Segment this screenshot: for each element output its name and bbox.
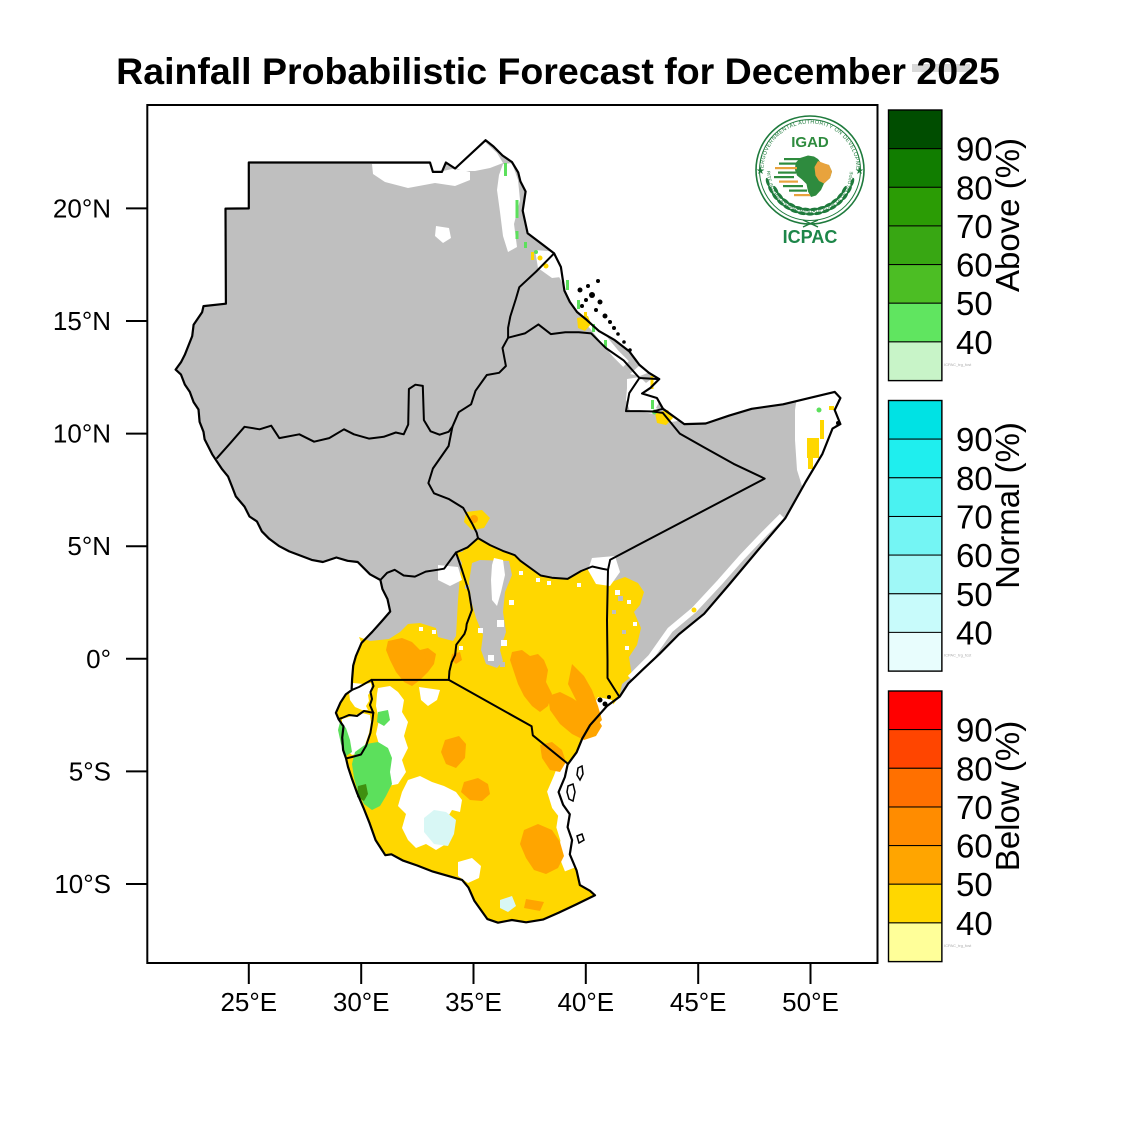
svg-text:35°E: 35°E [445, 987, 502, 1017]
svg-text:10°S: 10°S [54, 869, 111, 899]
svg-text:ICPAC_trg_fcst: ICPAC_trg_fcst [944, 653, 972, 658]
svg-text:50: 50 [956, 866, 993, 903]
svg-text:90: 90 [956, 421, 993, 458]
svg-text:40°E: 40°E [557, 987, 614, 1017]
svg-text:80: 80 [956, 460, 993, 497]
svg-text:70: 70 [956, 789, 993, 826]
svg-text:25°E: 25°E [220, 987, 277, 1017]
svg-text:90: 90 [956, 712, 993, 749]
svg-text:50°E: 50°E [782, 987, 839, 1017]
svg-text:Normal (%): Normal (%) [989, 422, 1026, 589]
svg-text:45°E: 45°E [670, 987, 727, 1017]
svg-text:50: 50 [956, 576, 993, 613]
svg-text:90: 90 [956, 131, 993, 168]
svg-text:10°N: 10°N [53, 419, 111, 449]
svg-text:0°: 0° [86, 644, 111, 674]
svg-text:40: 40 [956, 324, 993, 361]
svg-text:20°N: 20°N [53, 193, 111, 223]
svg-text:60: 60 [956, 537, 993, 574]
svg-text:★: ★ [756, 166, 765, 177]
svg-text:40: 40 [956, 614, 993, 651]
svg-text:30°E: 30°E [333, 987, 390, 1017]
svg-text:60: 60 [956, 247, 993, 284]
svg-text:5°N: 5°N [67, 531, 111, 561]
svg-text:70: 70 [956, 499, 993, 536]
svg-text:ICPAC_trg_fcst: ICPAC_trg_fcst [944, 943, 972, 948]
svg-text:80: 80 [956, 169, 993, 206]
svg-text:Below (%): Below (%) [989, 721, 1026, 871]
svg-text:70: 70 [956, 208, 993, 245]
svg-text:ICPAC: ICPAC [783, 227, 838, 247]
svg-text:50: 50 [956, 285, 993, 322]
svg-text:15°N: 15°N [53, 306, 111, 336]
svg-text:40: 40 [956, 905, 993, 942]
svg-text:ICPAC_trg_fcst: ICPAC_trg_fcst [944, 362, 972, 367]
svg-text:Above (%): Above (%) [989, 138, 1026, 292]
svg-text:5°S: 5°S [69, 756, 111, 786]
svg-text:IGAD: IGAD [791, 134, 829, 151]
svg-text:★: ★ [855, 166, 864, 177]
svg-text:80: 80 [956, 750, 993, 787]
svg-text:Rainfall Probabilistic Forecas: Rainfall Probabilistic Forecast for Dece… [116, 50, 1000, 92]
svg-text:60: 60 [956, 828, 993, 865]
